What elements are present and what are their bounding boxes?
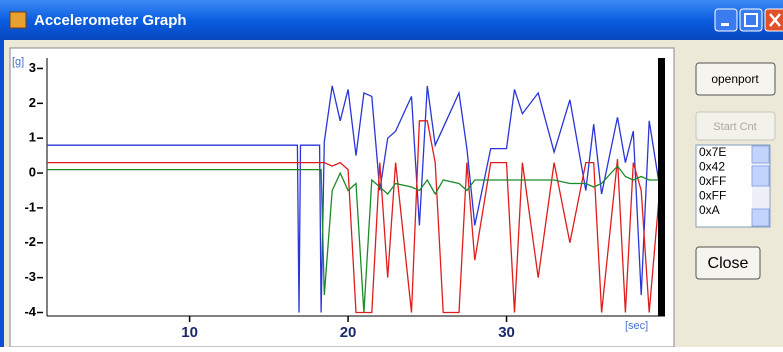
list-item: 0x7E: [699, 145, 726, 159]
x-tick-label: 10: [181, 324, 198, 341]
list-item: 0xFF: [699, 174, 726, 188]
y-axis-label: [g]: [12, 56, 24, 68]
y-tick-label: -4: [24, 304, 36, 319]
openport-label: openport: [711, 72, 759, 86]
plot-edge-bar: [658, 58, 665, 316]
y-tick-label: 1: [29, 130, 36, 145]
scroll-thumb[interactable]: [752, 166, 769, 186]
x-axis-label: [sec]: [625, 320, 648, 332]
page: Accelerometer Graph 3210-1-2-3-4102030 […: [0, 0, 783, 347]
chart-panel: [10, 48, 674, 347]
window-title: Accelerometer Graph: [34, 12, 187, 29]
app-window: Accelerometer Graph 3210-1-2-3-4102030 […: [0, 0, 783, 347]
y-tick-label: -2: [24, 234, 36, 249]
scroll-down[interactable]: [752, 209, 769, 226]
y-tick-label: 2: [29, 95, 36, 110]
app-icon: [10, 12, 26, 28]
list-item: 0xFF: [699, 189, 726, 203]
scroll-up[interactable]: [752, 146, 769, 163]
y-tick-label: 3: [29, 60, 36, 75]
maximize-button[interactable]: [740, 9, 762, 31]
list-item: 0xA: [699, 203, 720, 217]
start-label: Start Cnt: [713, 121, 756, 133]
x-tick-label: 30: [498, 324, 515, 341]
list-item: 0x42: [699, 160, 725, 174]
y-tick-label: -1: [24, 199, 36, 214]
minimize-icon: [721, 23, 729, 26]
x-tick-label: 20: [340, 324, 357, 341]
y-tick-label: -3: [24, 269, 36, 284]
y-tick-label: 0: [29, 164, 36, 179]
close-label: Close: [708, 255, 749, 272]
minimize-button[interactable]: [715, 9, 737, 31]
